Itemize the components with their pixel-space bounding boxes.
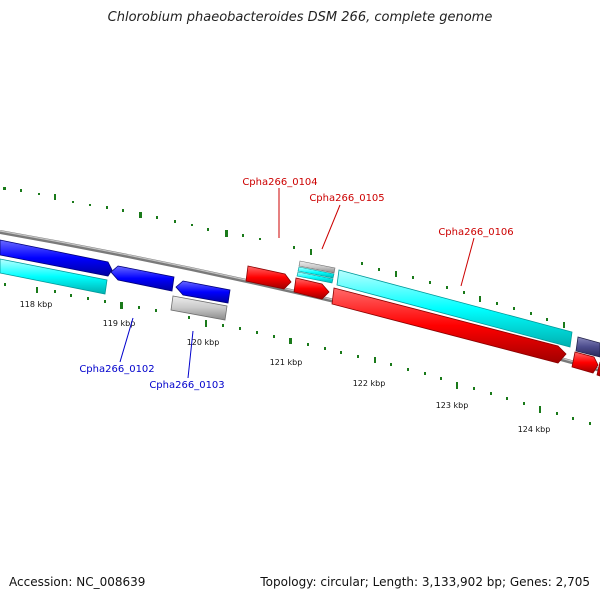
genome-summary-text: Topology: circular; Length: 3,133,902 bp… — [260, 575, 590, 589]
tick-label-124: 124 kbp — [518, 425, 551, 434]
map-title: Chlorobium phaeobacteroides DSM 266, com… — [107, 10, 493, 25]
gene-feature-cpha266-0105[interactable] — [293, 277, 330, 300]
leader-line-cpha266-0102 — [119, 317, 134, 363]
cds-feature-3[interactable] — [296, 271, 334, 284]
tick-label-123: 123 kbp — [436, 401, 469, 410]
gene-label-cpha266-0103[interactable]: Cpha266_0103 — [149, 380, 224, 391]
accession-text: Accession: NC_008639 — [9, 575, 146, 589]
tick-label-119: 119 kbp — [103, 319, 136, 328]
gene-feature-reverse-1[interactable] — [0, 239, 113, 277]
leader-line-cpha266-0105 — [321, 204, 341, 250]
other-feature-2[interactable] — [298, 260, 336, 274]
gene-feature-forward-5[interactable] — [596, 361, 600, 377]
dark-feature-1[interactable] — [575, 336, 600, 358]
gene-feature-cpha266-0104[interactable] — [245, 265, 292, 290]
gene-label-cpha266-0104[interactable]: Cpha266_0104 — [242, 177, 317, 188]
leader-line-cpha266-0106 — [460, 237, 475, 287]
other-feature-1[interactable] — [170, 295, 228, 321]
tick-label-120: 120 kbp — [187, 338, 220, 347]
tick-label-122: 122 kbp — [353, 379, 386, 388]
tick-label-121: 121 kbp — [270, 358, 303, 367]
cds-feature-reverse-1[interactable] — [0, 258, 108, 295]
tick-label-118: 118 kbp — [20, 300, 53, 309]
gene-label-cpha266-0106[interactable]: Cpha266_0106 — [438, 227, 513, 238]
cds-feature-cpha266-0106[interactable] — [336, 269, 573, 348]
gene-feature-cpha266-0106[interactable] — [331, 287, 567, 364]
gene-feature-cpha266-0102[interactable] — [110, 265, 175, 292]
gene-feature-cpha266-0103[interactable] — [175, 280, 231, 304]
leader-line-cpha266-0103 — [187, 330, 194, 379]
gene-feature-forward-4[interactable] — [571, 351, 599, 374]
gc-lower-track — [4, 283, 591, 425]
gc-upper-track — [3, 187, 565, 328]
cds-feature-2[interactable] — [297, 266, 335, 279]
gene-label-cpha266-0105[interactable]: Cpha266_0105 — [309, 193, 384, 204]
gene-label-cpha266-0102[interactable]: Cpha266_0102 — [79, 364, 154, 375]
